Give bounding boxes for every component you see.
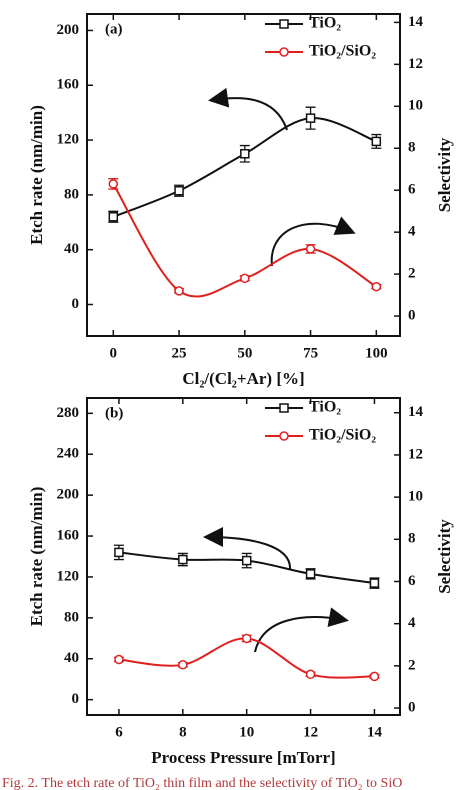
data-point — [114, 654, 124, 665]
y-axis-label: Etch rate (nm/min) — [27, 105, 46, 245]
y2-tick-label: 10 — [408, 98, 423, 114]
legend-marker — [279, 19, 289, 29]
x-tick-label: 75 — [303, 345, 318, 361]
data-point — [305, 244, 316, 254]
data-point — [108, 179, 119, 189]
x-tick-label: 6 — [115, 724, 123, 740]
data-point — [305, 669, 316, 680]
y2-tick-label: 8 — [408, 140, 416, 156]
x-axis-label: Cl₂/(Cl₂+Ar) [%] — [182, 369, 304, 388]
y2-tick-label: 14 — [408, 14, 424, 30]
arrow — [270, 216, 356, 267]
y-tick-label: 120 — [57, 568, 80, 584]
legend-label: TiO₂ — [309, 15, 341, 32]
y-tick-label: 120 — [57, 131, 80, 147]
data-point — [371, 136, 382, 147]
x-tick-label: 10 — [239, 724, 254, 740]
y2-tick-label: 2 — [408, 266, 416, 282]
x-tick-label: 12 — [303, 724, 318, 740]
legend-marker — [279, 431, 289, 441]
data-point — [178, 660, 188, 670]
y2-tick-label: 14 — [408, 404, 424, 420]
y-tick-label: 280 — [57, 405, 80, 421]
arrow — [203, 527, 292, 571]
legend-label: TiO₂ — [309, 399, 341, 416]
data-point — [305, 113, 316, 123]
plot-frame — [86, 397, 401, 716]
panel-label: (b) — [105, 405, 123, 421]
y2-axis-label: Selectivity — [435, 519, 454, 594]
y2-tick-label: 0 — [408, 699, 416, 715]
y2-tick-label: 10 — [408, 489, 423, 505]
legend-marker — [279, 47, 289, 57]
panel-label: (a) — [105, 21, 123, 37]
y-tick-label: 0 — [72, 691, 80, 707]
legend-label: TiO₂/SiO₂ — [309, 427, 376, 444]
y2-tick-label: 12 — [408, 446, 423, 462]
data-point — [369, 578, 380, 588]
y2-tick-label: 12 — [408, 56, 423, 72]
data-point — [108, 212, 119, 222]
y2-axis-label: Selectivity — [435, 137, 454, 212]
x-tick-label: 8 — [179, 724, 187, 740]
y-tick-label: 240 — [57, 446, 80, 462]
data-point — [174, 286, 184, 296]
y-tick-label: 200 — [57, 487, 80, 503]
y-tick-label: 80 — [64, 609, 79, 625]
y-tick-label: 80 — [64, 186, 79, 202]
y2-tick-label: 2 — [408, 657, 416, 673]
y-tick-label: 40 — [64, 650, 79, 666]
y-tick-label: 160 — [57, 77, 80, 93]
x-tick-label: 25 — [172, 345, 187, 361]
data-point — [369, 671, 380, 682]
data-point — [241, 555, 252, 566]
y-tick-label: 0 — [72, 296, 80, 312]
legend-marker — [279, 403, 289, 413]
y2-tick-label: 4 — [408, 615, 416, 631]
series-line — [112, 117, 377, 218]
data-point — [371, 281, 382, 292]
y2-tick-label: 6 — [408, 182, 416, 198]
data-point — [240, 273, 250, 284]
x-tick-label: 100 — [365, 345, 388, 361]
data-point — [241, 633, 252, 644]
data-point — [114, 547, 124, 558]
legend-label: TiO₂/SiO₂ — [309, 43, 376, 60]
data-point — [178, 554, 188, 565]
x-tick-label: 50 — [237, 345, 252, 361]
x-tick-label: 0 — [110, 345, 118, 361]
y2-tick-label: 8 — [408, 531, 416, 547]
y2-tick-label: 0 — [408, 308, 416, 324]
y-tick-label: 160 — [57, 527, 80, 543]
y-tick-label: 40 — [64, 241, 79, 257]
data-point — [174, 186, 184, 196]
arrow — [208, 87, 288, 131]
data-point — [305, 569, 316, 579]
y2-tick-label: 4 — [408, 224, 416, 240]
x-tick-label: 14 — [367, 724, 383, 740]
series-line — [118, 637, 375, 679]
data-point — [240, 149, 250, 159]
y2-tick-label: 6 — [408, 573, 416, 589]
y-axis-label: Etch rate (nm/min) — [27, 487, 46, 627]
caption: Fig. 2. The etch rate of TiO₂ thin film … — [2, 776, 402, 790]
x-axis-label: Process Pressure [mTorr] — [151, 748, 335, 767]
plot-frame — [86, 13, 401, 337]
y-tick-label: 200 — [57, 22, 80, 38]
